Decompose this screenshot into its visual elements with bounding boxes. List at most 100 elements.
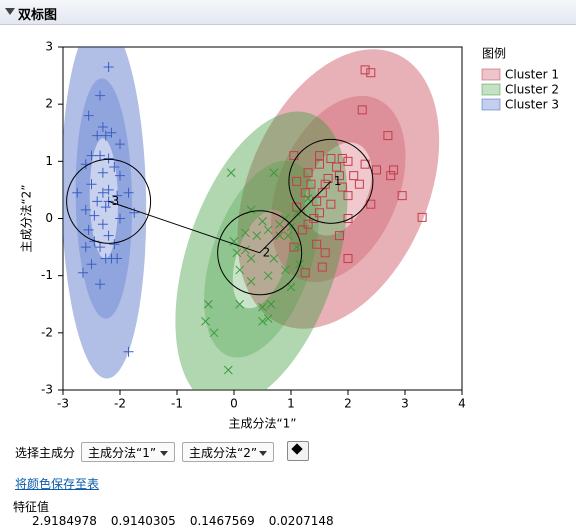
point: [83, 110, 94, 121]
point: [115, 139, 125, 150]
point: [306, 179, 316, 189]
point: [275, 231, 284, 241]
save-colors-link[interactable]: 将颜色保存至表: [15, 477, 100, 491]
biplot-ray: [259, 180, 332, 254]
point: [343, 254, 353, 264]
x-axis-label: 主成分法“1”: [228, 417, 296, 431]
point: [309, 214, 319, 223]
point: [366, 68, 376, 78]
y-tick-label: -3: [41, 383, 53, 397]
point: [357, 105, 367, 115]
select-y[interactable]: 主成分法“2”: [182, 442, 274, 462]
point: [92, 130, 103, 141]
y-axis-label: 主成分法“2”: [20, 184, 34, 252]
point: [295, 259, 304, 269]
point: [372, 165, 381, 175]
point: [201, 317, 210, 326]
select-x[interactable]: 主成分法“1”: [81, 442, 175, 462]
point: [283, 231, 293, 241]
point: [275, 219, 284, 229]
point: [103, 230, 114, 241]
legend-swatch: [481, 68, 501, 81]
eigenvalue: 2.9184978: [32, 514, 97, 528]
point: [226, 168, 236, 178]
point: [320, 179, 330, 189]
point: [97, 167, 108, 178]
legend-label: Cluster 3: [505, 98, 559, 112]
biplot-ray: [108, 200, 260, 254]
point: [332, 162, 342, 172]
point: [312, 196, 322, 206]
cluster-circle: [217, 210, 303, 296]
point: [258, 302, 267, 312]
point: [383, 131, 393, 141]
point: [315, 208, 324, 218]
eigenvalue: 0.1467569: [189, 514, 255, 528]
point: [326, 199, 336, 209]
point: [92, 196, 103, 207]
x-tick-label: 0: [230, 397, 238, 411]
x-tick-label: 1: [287, 397, 295, 411]
point: [246, 254, 256, 263]
point: [266, 299, 276, 309]
point: [95, 150, 106, 161]
point: [106, 127, 117, 138]
point: [343, 191, 353, 201]
point: [360, 65, 370, 75]
point: [317, 188, 327, 198]
point: [323, 173, 333, 183]
eigen-title: 特征值: [13, 500, 50, 514]
eigen-row: 2.9184978 0.9140305 0.1467569 0.0207148: [32, 514, 348, 528]
point: [246, 277, 256, 286]
point: [203, 299, 213, 309]
point: [389, 165, 399, 175]
panel-title: 双标图: [18, 8, 58, 23]
y-tick-label: 1: [45, 154, 53, 168]
point: [103, 153, 114, 164]
point: [209, 328, 219, 338]
y-tick-label: -1: [41, 268, 53, 282]
x-tick-label: -2: [114, 397, 126, 411]
panel-header[interactable]: 双标图: [0, 0, 576, 25]
point: [292, 242, 302, 252]
legend-label: Cluster 1: [505, 68, 559, 82]
point: [72, 187, 83, 198]
point: [100, 130, 111, 141]
point: [77, 267, 88, 278]
point: [115, 170, 125, 181]
point: [300, 188, 310, 198]
legend-swatch: [481, 98, 501, 111]
center-label: 3: [112, 194, 120, 208]
point: [86, 179, 97, 190]
point: [386, 171, 396, 181]
point: [326, 153, 336, 163]
point: [297, 225, 307, 235]
apply-button[interactable]: [287, 441, 309, 461]
point: [89, 210, 100, 221]
point: [320, 248, 330, 258]
select-text: 主成分法“2”: [189, 446, 258, 460]
point: [129, 207, 140, 218]
chart: 1 2 3 -3 -2 -1 0 1 2 3 4 -3 -2 -1 0 1 2 3 主成分法“1” 主成分法“2” 图例…: [20, 40, 560, 431]
x-tick-label: -3: [57, 397, 69, 411]
point: [292, 202, 302, 212]
plot-inner: 1 2 3: [63, 47, 440, 390]
point: [337, 182, 347, 192]
point: [312, 239, 322, 249]
cluster-circle: [66, 158, 152, 244]
point: [109, 239, 120, 250]
select-text: 主成分法“1”: [88, 446, 157, 460]
eigenvalue: 0.9140305: [110, 514, 176, 528]
point: [263, 271, 273, 281]
point: [269, 254, 279, 263]
point: [100, 202, 111, 213]
disclosure-icon[interactable]: [5, 8, 15, 15]
point: [258, 217, 267, 226]
legend-swatch: [481, 83, 501, 96]
point: [315, 159, 324, 169]
point: [252, 231, 262, 241]
point: [334, 231, 344, 241]
x-tick-label: 2: [344, 397, 352, 411]
point: [315, 151, 324, 161]
point: [112, 190, 123, 201]
